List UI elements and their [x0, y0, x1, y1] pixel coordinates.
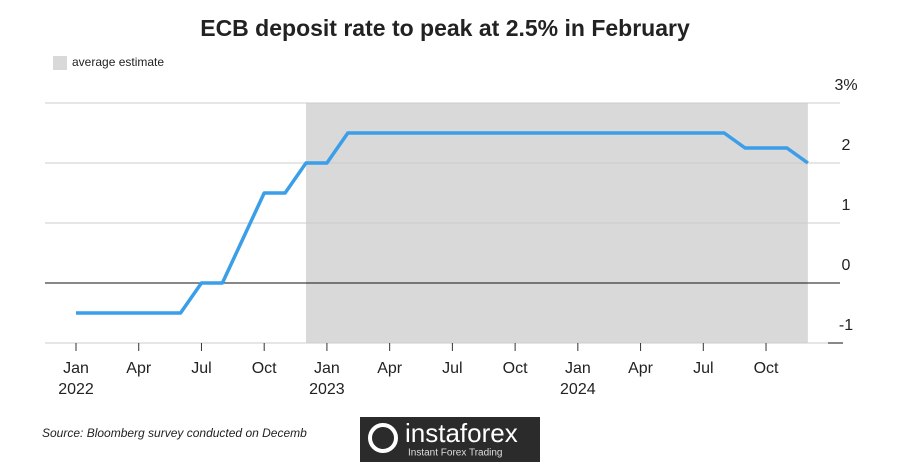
- y-tick-label: 2: [842, 137, 851, 154]
- source-note: Source: Bloomberg survey conducted on De…: [42, 426, 307, 440]
- x-tick-label: Jul: [442, 360, 462, 377]
- x-tick-label: Apr: [126, 360, 152, 377]
- x-tick-label: Jan: [63, 360, 89, 377]
- legend-swatch: [53, 56, 67, 70]
- y-tick-label: 0: [842, 257, 851, 274]
- plot-area: -1 0 1 2 3% Jan Apr Jul Oct Jan Apr Jul Oct Jan Apr Jul…: [45, 77, 858, 398]
- chart-title: ECB deposit rate to peak at 2.5% in Febr…: [200, 15, 690, 41]
- x-tick-label: Apr: [377, 360, 403, 377]
- watermark-box: [360, 417, 540, 462]
- y-tick-label: -1: [839, 317, 853, 334]
- legend-label: average estimate: [72, 55, 164, 69]
- y-tick-label: 3%: [834, 77, 857, 94]
- x-tick-label: Jul: [693, 360, 713, 377]
- x-tick-label: Jan: [565, 360, 591, 377]
- y-tick-label: 1: [842, 197, 851, 214]
- x-tick-label: Apr: [628, 360, 654, 377]
- x-year-label: 2023: [309, 381, 345, 398]
- x-year-label: 2024: [560, 381, 596, 398]
- watermark-brand: instaforex: [405, 418, 518, 448]
- x-tick-label: Jan: [314, 360, 340, 377]
- x-tick-label: Oct: [503, 360, 528, 377]
- x-year-label: 2022: [58, 381, 94, 398]
- x-tick-label: Jul: [191, 360, 211, 377]
- rate-line: [76, 131, 809, 315]
- x-tick-label: Oct: [252, 360, 277, 377]
- watermark-logo: [368, 423, 398, 453]
- watermark-tagline: Instant Forex Trading: [408, 448, 503, 459]
- x-tick-label: Oct: [754, 360, 779, 377]
